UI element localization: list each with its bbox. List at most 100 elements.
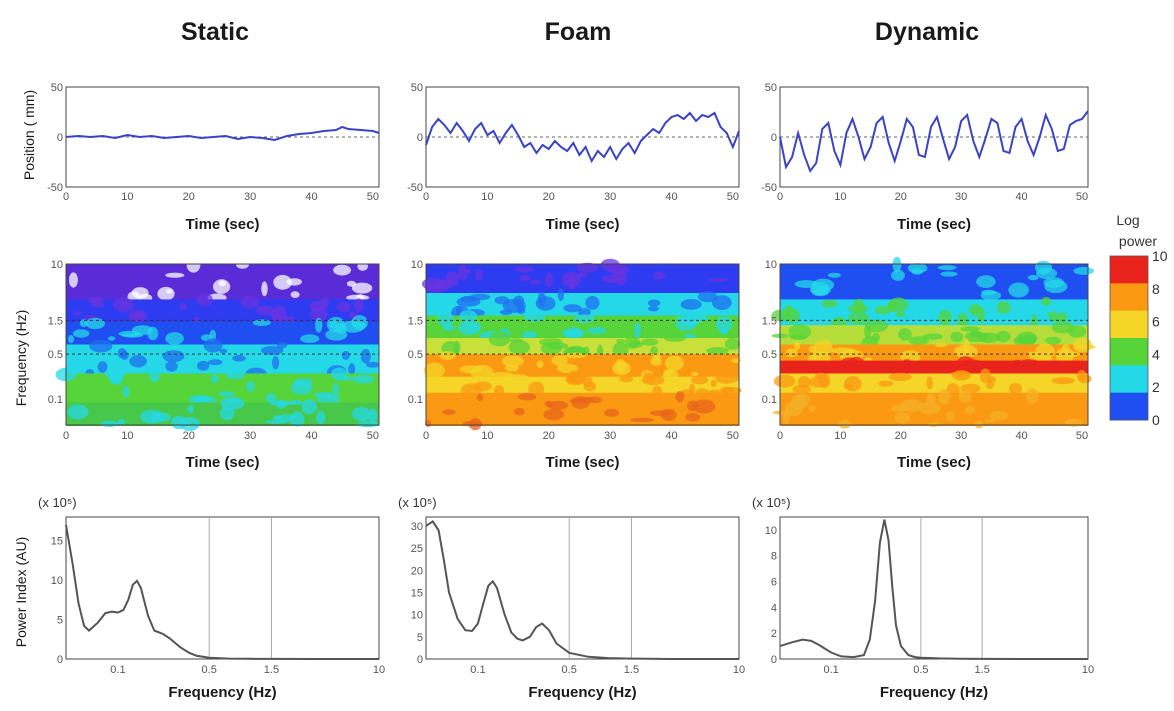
- wavelet-texture: [1003, 361, 1026, 367]
- wavelet-texture: [782, 411, 790, 425]
- wavelet-texture: [122, 385, 130, 398]
- wavelet-texture: [647, 299, 661, 307]
- wavelet-texture: [958, 390, 972, 404]
- wavelet-texture: [217, 391, 234, 397]
- colorbar-swatch: [1110, 365, 1148, 394]
- wavelet-texture: [853, 298, 865, 312]
- wavelet-texture: [731, 358, 742, 363]
- wavelet-texture: [685, 412, 701, 422]
- spectrum-curve-dynamic: [779, 519, 1088, 660]
- wavelet-texture: [892, 256, 902, 273]
- x-axis-label: Time (sec): [546, 454, 620, 471]
- wavelet-texture: [564, 327, 583, 341]
- wavelet-texture: [680, 299, 702, 310]
- wavelet-texture: [935, 342, 948, 348]
- wavelet-texture: [68, 335, 75, 344]
- wavelet-texture: [709, 277, 728, 282]
- wavelet-texture: [252, 319, 271, 327]
- wavelet-texture: [706, 347, 729, 355]
- wavelet-texture: [974, 420, 984, 429]
- wavelet-texture: [240, 296, 260, 309]
- wavelet-texture: [1047, 311, 1059, 319]
- wavelet-texture: [236, 261, 249, 269]
- wavelet-texture: [490, 371, 514, 378]
- x-tick-label: 40: [665, 430, 677, 442]
- wavelet-texture: [587, 327, 607, 334]
- wavelet-texture: [810, 286, 831, 295]
- x-tick-label: 30: [604, 191, 616, 203]
- wavelet-texture: [1032, 366, 1049, 375]
- wavelet-texture: [477, 393, 484, 402]
- wavelet-texture: [922, 333, 943, 340]
- wavelet-texture: [494, 296, 510, 305]
- wavelet-texture: [310, 306, 328, 322]
- colorbar-tick-label: 2: [1152, 379, 1160, 395]
- y-tick-label: 0: [417, 654, 423, 666]
- y-tick-label: 10: [411, 259, 423, 271]
- wavelet-texture: [641, 338, 659, 346]
- position-trace-dynamic: [779, 110, 1089, 174]
- wavelet-texture: [926, 393, 936, 405]
- wavelet-texture: [1064, 418, 1083, 427]
- wavelet-texture: [792, 384, 812, 394]
- wavelet-texture: [442, 324, 455, 332]
- x-tick-label: 30: [244, 430, 256, 442]
- wavelet-texture: [551, 355, 568, 366]
- wavelet-texture: [79, 319, 88, 328]
- wavelet-texture: [437, 312, 454, 327]
- colorbar-swatch: [1110, 338, 1148, 366]
- wavelet-texture: [357, 421, 379, 428]
- y-tick-label: 0: [57, 132, 63, 144]
- wavelet-texture: [771, 309, 792, 322]
- x-axis-label: Time (sec): [546, 216, 620, 233]
- wavelet-texture: [1027, 274, 1039, 281]
- y-label-position: Position ( mm): [21, 90, 37, 180]
- wavelet-texture: [326, 316, 346, 333]
- position-trace-foam: [425, 111, 740, 164]
- x-tick-label: 20: [895, 191, 907, 203]
- y-tick-label: 10: [411, 610, 423, 622]
- wavelet-texture: [615, 358, 627, 373]
- wavelet-texture: [187, 405, 194, 414]
- wavelet-texture: [197, 360, 210, 371]
- y-tick-label: 50: [765, 82, 777, 94]
- wavelet-texture: [1035, 343, 1055, 360]
- wavelet-texture: [870, 363, 880, 370]
- x-axis-label: Frequency (Hz): [880, 684, 988, 701]
- y-tick-label: 15: [51, 536, 63, 548]
- wavelet-texture: [1025, 388, 1039, 404]
- y-tick-label: 20: [411, 565, 423, 577]
- colorbar-tick-label: 0: [1152, 412, 1160, 428]
- wavelet-texture: [607, 264, 630, 276]
- wavelet-texture: [300, 334, 320, 344]
- wavelet-texture: [793, 341, 801, 351]
- wavelet-texture: [211, 374, 219, 384]
- wavelet-texture: [911, 268, 923, 275]
- x-tick-label: 20: [895, 430, 907, 442]
- wavelet-texture: [547, 342, 569, 350]
- x-tick-label: 50: [1076, 191, 1088, 203]
- wavelet-texture: [938, 309, 952, 326]
- wavelet-texture: [220, 396, 245, 410]
- wavelet-texture: [908, 336, 929, 345]
- wavelet-texture: [439, 351, 456, 360]
- wavelet-texture: [663, 369, 673, 377]
- wavelet-texture: [838, 419, 852, 429]
- wavelet-texture: [1051, 321, 1074, 334]
- wavelet-texture: [976, 275, 996, 288]
- colorbar-frame: [1109, 255, 1149, 421]
- wavelet-texture: [1055, 347, 1074, 364]
- x-tick-label: 50: [727, 191, 739, 203]
- wavelet-texture: [128, 309, 147, 323]
- wavelet-panel-dynamic: 10 1.5 0.5 0.1 0 10 20 30 40 50 Time (sec): [762, 256, 1096, 471]
- wavelet-texture: [773, 374, 796, 388]
- wavelet-texture: [1064, 351, 1081, 358]
- wavelet-texture: [844, 376, 862, 392]
- x-tick-label: 0: [423, 430, 429, 442]
- x-tick-label: 10: [373, 664, 385, 676]
- wavelet-texture: [557, 288, 565, 302]
- wavelet-texture: [960, 326, 981, 332]
- colorbar-swatch: [1110, 392, 1148, 421]
- y-tick-label: 1.5: [48, 315, 63, 327]
